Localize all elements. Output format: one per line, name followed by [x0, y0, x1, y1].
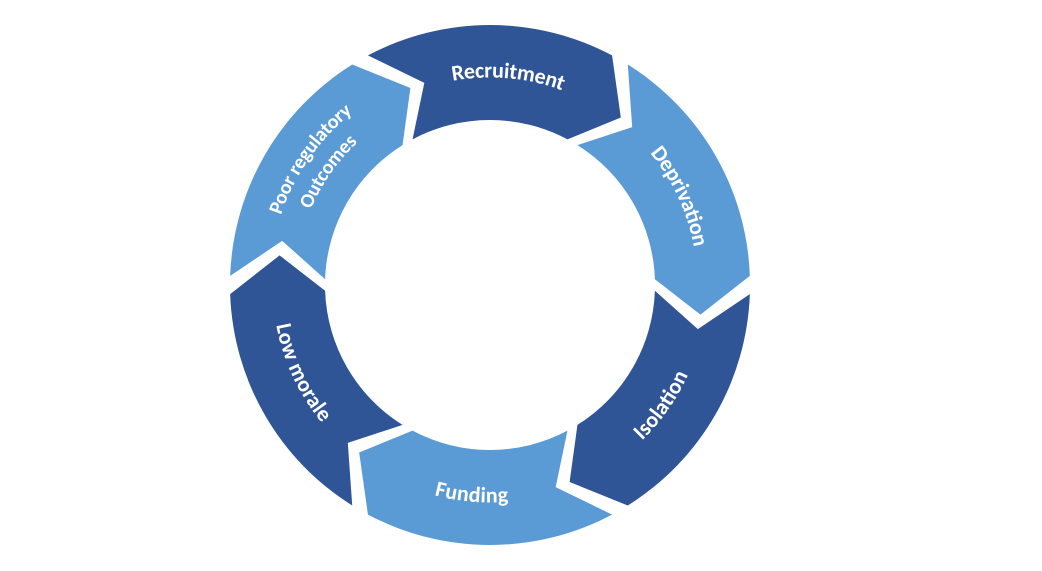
diagram-stage: RecruitmentDeprivationIsolationFundingLo… — [0, 0, 1042, 571]
cycle-ring-diagram: RecruitmentDeprivationIsolationFundingLo… — [0, 0, 1042, 571]
